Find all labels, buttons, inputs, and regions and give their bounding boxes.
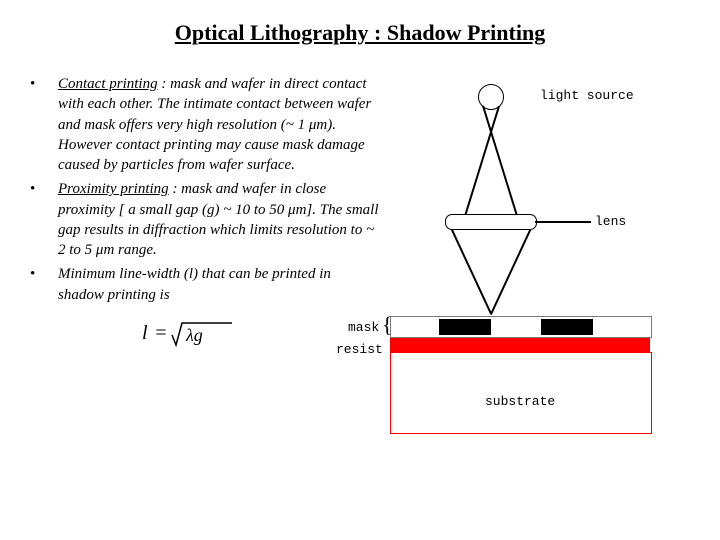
bullet-2: • Proximity printing : mask and wafer in… xyxy=(30,179,380,260)
svg-text:=: = xyxy=(154,322,168,344)
term-contact: Contact printing xyxy=(58,76,158,92)
diagram-column: light sourcelens{maskresistsubstrate xyxy=(390,74,690,464)
ray-line xyxy=(450,227,491,314)
bullet-mark: • xyxy=(30,179,58,260)
ray-line xyxy=(482,106,517,216)
text-minwidth: Minimum line-width (l) that can be print… xyxy=(58,264,380,305)
substrate-box xyxy=(390,352,652,434)
bullet-3: • Minimum line-width (l) that can be pri… xyxy=(30,264,380,305)
label-lens: lens xyxy=(595,214,626,229)
ray-line xyxy=(490,228,531,315)
svg-text:λg: λg xyxy=(185,325,203,345)
mask-block xyxy=(541,319,593,335)
lens-shape xyxy=(445,214,537,230)
mask-block xyxy=(439,319,491,335)
svg-text:l: l xyxy=(142,322,148,344)
term-proximity: Proximity printing xyxy=(58,181,169,197)
mask-layer xyxy=(390,316,652,338)
label-resist: resist xyxy=(336,342,383,357)
mask-brace: { xyxy=(382,312,393,338)
page-title: Optical Lithography : Shadow Printing xyxy=(30,20,690,46)
bullet-mark: • xyxy=(30,74,58,175)
ray-line xyxy=(464,106,499,216)
bullet-1: • Contact printing : mask and wafer in d… xyxy=(30,74,380,175)
lithography-diagram: light sourcelens{maskresistsubstrate xyxy=(390,84,690,464)
bullet-mark: • xyxy=(30,264,58,305)
content-row: • Contact printing : mask and wafer in d… xyxy=(30,74,690,464)
label-substrate: substrate xyxy=(485,394,555,409)
lens-leader xyxy=(535,221,591,223)
label-light: light source xyxy=(540,88,634,103)
resist-layer xyxy=(390,338,650,352)
bullet-list: • Contact printing : mask and wafer in d… xyxy=(30,74,380,305)
label-mask: mask xyxy=(348,320,379,335)
text-column: • Contact printing : mask and wafer in d… xyxy=(30,74,380,464)
